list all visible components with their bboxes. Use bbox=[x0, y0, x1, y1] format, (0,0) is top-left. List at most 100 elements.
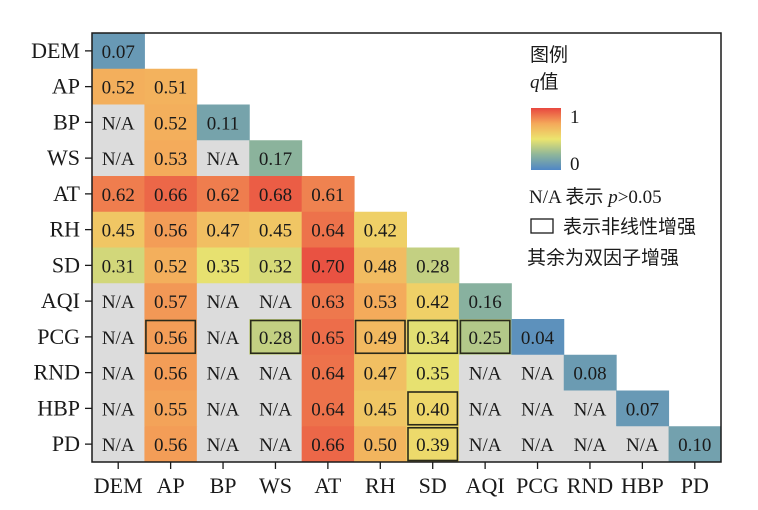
cell-value-label: 0.45 bbox=[364, 399, 397, 420]
heatmap-cell bbox=[92, 33, 145, 70]
cell-value-label: 0.68 bbox=[259, 185, 292, 206]
heatmap-cell bbox=[354, 354, 407, 391]
heatmap-cell bbox=[249, 390, 303, 427]
heatmap-cell bbox=[196, 354, 250, 391]
heatmap-cell bbox=[458, 390, 512, 427]
heatmap-cell bbox=[92, 140, 145, 177]
heatmap-cell bbox=[301, 390, 355, 427]
cell-value-label: 0.62 bbox=[206, 185, 239, 206]
x-tick-label: RH bbox=[365, 473, 396, 498]
heatmap-cell bbox=[92, 283, 145, 320]
heatmap-cell bbox=[249, 140, 303, 177]
heatmap-cell bbox=[458, 319, 512, 356]
y-tick-label: RND bbox=[34, 360, 80, 385]
nonlinear-enhancement-box bbox=[145, 319, 197, 355]
heatmap-cell bbox=[458, 283, 512, 320]
nonlinear-enhancement-box bbox=[407, 319, 459, 355]
heatmap-cell bbox=[144, 176, 198, 213]
cell-value-label: 0.17 bbox=[259, 149, 292, 170]
cell-value-label: 0.66 bbox=[311, 435, 344, 456]
cell-na-label: N/A bbox=[469, 399, 502, 420]
heatmap-cell bbox=[196, 211, 250, 248]
heatmap-cell bbox=[511, 354, 565, 391]
heatmap-cell bbox=[92, 319, 145, 356]
cell-value-label: 0.61 bbox=[311, 185, 344, 206]
cell-value-label: 0.57 bbox=[154, 292, 187, 313]
cell-value-label: 0.45 bbox=[102, 221, 135, 242]
heatmap-cell bbox=[144, 319, 198, 356]
y-tick-label: BP bbox=[53, 109, 80, 134]
cell-value-label: 0.11 bbox=[207, 113, 240, 134]
heatmap-cell bbox=[458, 354, 512, 391]
cell-value-label: 0.64 bbox=[311, 399, 345, 420]
cell-value-label: 0.52 bbox=[102, 78, 135, 99]
legend-other-note: 其余为双因子增强 bbox=[527, 247, 679, 269]
cell-value-label: 0.07 bbox=[102, 42, 135, 63]
cell-value-label: 0.10 bbox=[678, 435, 711, 456]
cell-value-label: 0.31 bbox=[102, 256, 135, 277]
heatmap-cell bbox=[144, 211, 198, 248]
cell-na-label: N/A bbox=[521, 364, 554, 385]
heatmap-cell bbox=[144, 354, 198, 391]
heatmap-cell bbox=[354, 211, 407, 248]
heatmap-cell bbox=[616, 390, 670, 427]
legend-box-note: 表示非线性增强 bbox=[563, 216, 696, 238]
cell-value-label: 0.08 bbox=[573, 364, 606, 385]
heatmap-cell bbox=[92, 68, 145, 105]
cell-na-label: N/A bbox=[102, 328, 135, 349]
cell-na-label: N/A bbox=[102, 292, 135, 313]
cell-na-label: N/A bbox=[207, 435, 240, 456]
heatmap-cell bbox=[563, 426, 617, 463]
heatmap-cells: 0.07 0.52 0.51 N/A 0.52 0.11 N/A 0.53 N/A 0.17 0.6… bbox=[92, 33, 722, 463]
heatmap-cell bbox=[354, 390, 407, 427]
x-tick-label: RND bbox=[567, 473, 613, 498]
heatmap-cell bbox=[301, 283, 355, 320]
cell-na-label: N/A bbox=[207, 364, 240, 385]
heatmap-cell bbox=[354, 247, 407, 284]
cell-value-label: 0.64 bbox=[311, 364, 345, 385]
heatmap-cell bbox=[92, 354, 145, 391]
x-tick-label: WS bbox=[259, 473, 292, 498]
plot-frame bbox=[91, 32, 722, 463]
heatmap-cell bbox=[92, 104, 145, 141]
legend-q-suffix: 值 bbox=[540, 71, 559, 93]
heatmap-cell bbox=[301, 319, 355, 356]
legend-na-note: N/A 表示 p>0.05 bbox=[529, 186, 662, 208]
heatmap-cell bbox=[196, 140, 250, 177]
cell-value-label: 0.48 bbox=[364, 256, 397, 277]
heatmap-cell bbox=[301, 211, 355, 248]
cell-na-label: N/A bbox=[102, 435, 135, 456]
heatmap-cell bbox=[144, 390, 198, 427]
cell-na-label: N/A bbox=[574, 399, 607, 420]
nonlinear-enhancement-box bbox=[249, 319, 301, 355]
heatmap-cell bbox=[249, 283, 303, 320]
heatmap-cell bbox=[144, 247, 198, 284]
cell-value-label: 0.47 bbox=[206, 221, 239, 242]
heatmap-cell bbox=[354, 283, 407, 320]
heatmap-cell bbox=[511, 426, 565, 463]
legend-box-symbol bbox=[530, 218, 554, 234]
cell-value-label: 0.56 bbox=[154, 328, 187, 349]
heatmap-cell bbox=[406, 319, 460, 356]
cell-value-label: 0.07 bbox=[626, 399, 659, 420]
heatmap-cell bbox=[144, 104, 198, 141]
heatmap-cell bbox=[406, 247, 460, 284]
cell-na-label: N/A bbox=[626, 435, 659, 456]
cell-value-label: 0.65 bbox=[311, 328, 344, 349]
y-tick-label: WS bbox=[47, 145, 80, 170]
heatmap-cell bbox=[196, 283, 250, 320]
nonlinear-boxes bbox=[145, 319, 511, 462]
heatmap-cell bbox=[92, 176, 145, 213]
cell-value-label: 0.34 bbox=[416, 328, 450, 349]
x-axis: DEM AP BP WS AT RH SD AQI PCG RND HBP PD bbox=[94, 462, 709, 498]
x-tick-label: DEM bbox=[94, 473, 143, 498]
cell-na-label: N/A bbox=[259, 435, 292, 456]
cell-na-label: N/A bbox=[469, 435, 502, 456]
cell-value-label: 0.56 bbox=[154, 364, 187, 385]
heatmap-cell bbox=[406, 354, 460, 391]
cell-na-label: N/A bbox=[207, 399, 240, 420]
cell-value-label: 0.42 bbox=[364, 221, 397, 242]
x-tick-label: SD bbox=[419, 473, 447, 498]
x-tick-label: HBP bbox=[621, 473, 664, 498]
